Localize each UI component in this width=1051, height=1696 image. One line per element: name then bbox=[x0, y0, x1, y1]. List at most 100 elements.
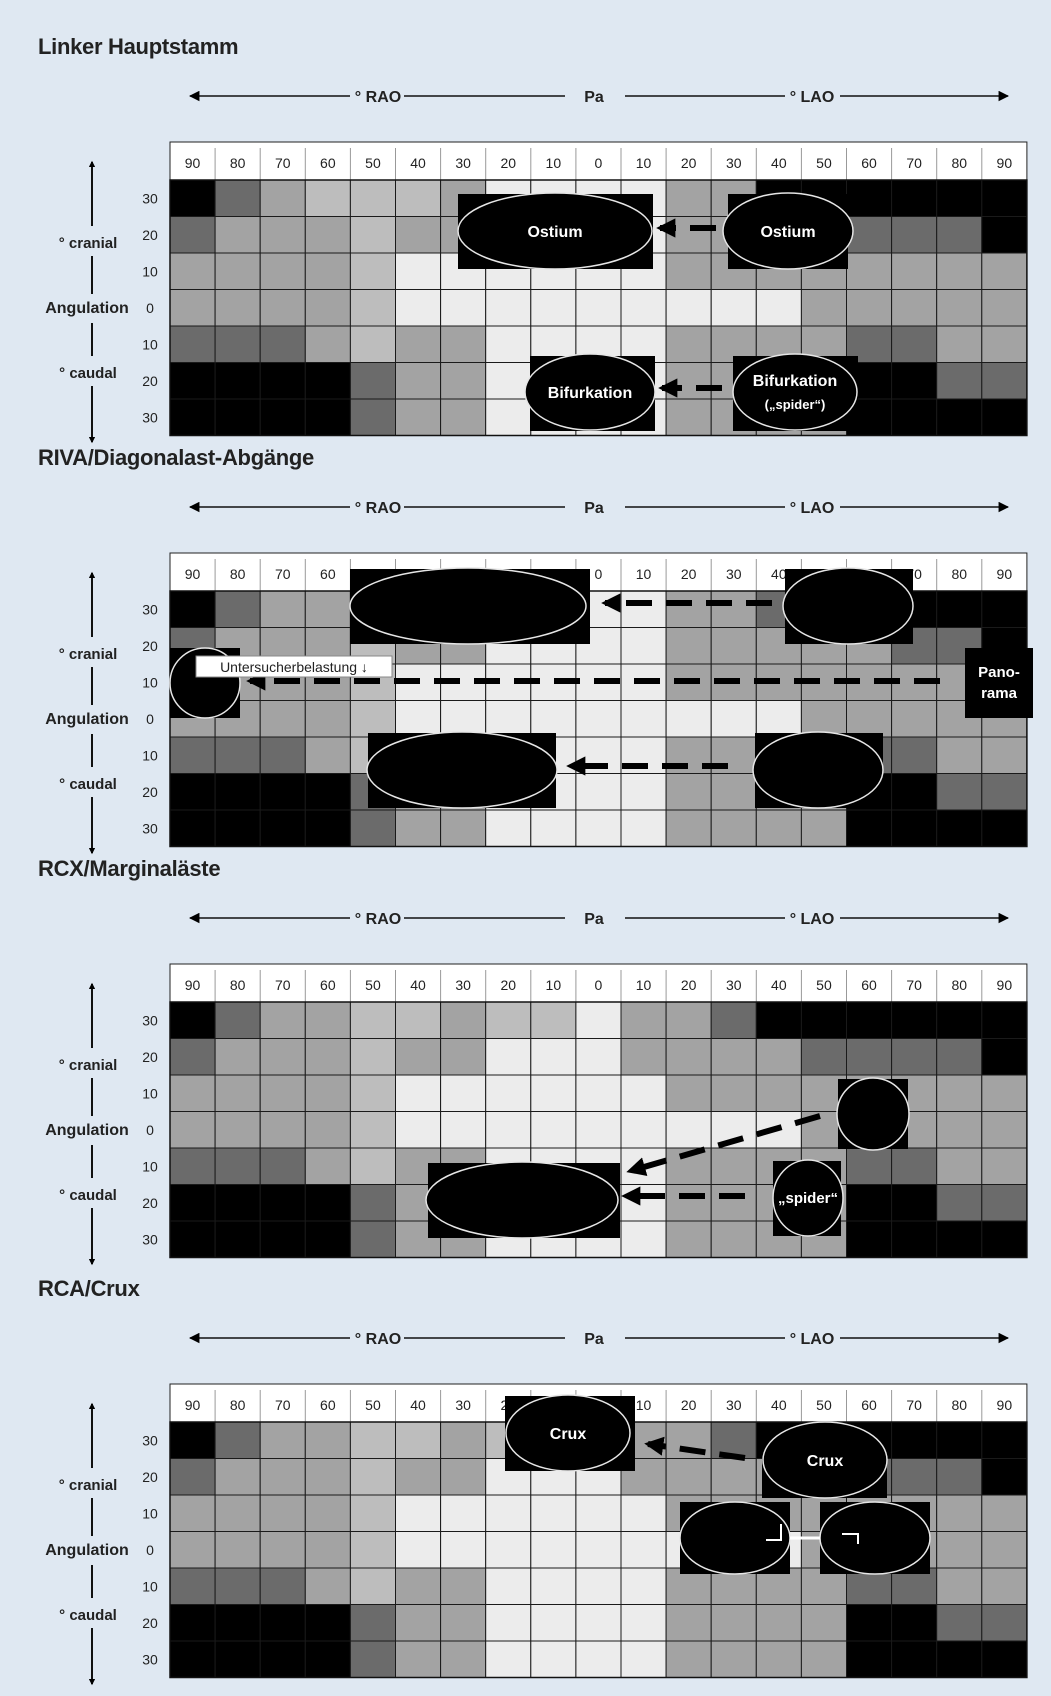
column-label: 40 bbox=[771, 155, 787, 171]
crux-lao-oval bbox=[762, 1421, 888, 1499]
grid-cell bbox=[575, 1567, 622, 1605]
column-label: 0 bbox=[595, 155, 603, 171]
grid-cell bbox=[710, 773, 757, 811]
grid-cell bbox=[620, 1184, 667, 1222]
grid-cell bbox=[575, 1074, 622, 1112]
column-label: 60 bbox=[861, 1397, 877, 1413]
grid-cell bbox=[665, 1038, 712, 1076]
grid-cell bbox=[981, 362, 1028, 400]
grid-cell bbox=[485, 1567, 532, 1605]
grid-cell bbox=[936, 1220, 983, 1258]
column-label: 30 bbox=[455, 1397, 471, 1413]
grid-cell bbox=[981, 773, 1028, 811]
grid-cell bbox=[665, 289, 712, 327]
grid-cell bbox=[846, 289, 893, 327]
grid-cell bbox=[214, 1147, 261, 1185]
grid-cell bbox=[349, 1111, 396, 1149]
grid-cell bbox=[936, 1074, 983, 1112]
grid-cell bbox=[485, 809, 532, 847]
grid-cell bbox=[665, 1458, 712, 1496]
column-label: 20 bbox=[500, 977, 516, 993]
panel-title: Linker Hauptstamm bbox=[38, 34, 239, 59]
pa-label: Pa bbox=[584, 1331, 604, 1348]
rcx-caudal-target-oval bbox=[425, 1161, 619, 1239]
grid-cell bbox=[891, 325, 938, 363]
column-label: 50 bbox=[816, 977, 832, 993]
grid-cell bbox=[259, 1111, 306, 1149]
column-label: 60 bbox=[320, 566, 336, 582]
grid-cell bbox=[214, 252, 261, 290]
grid-cell bbox=[575, 1640, 622, 1678]
column-label: 10 bbox=[636, 155, 652, 171]
column-label: 30 bbox=[455, 155, 471, 171]
grid-cell bbox=[349, 1001, 396, 1039]
row-label: 10 bbox=[142, 1085, 158, 1101]
grid-cell bbox=[891, 1220, 938, 1258]
row-label: 20 bbox=[142, 784, 158, 800]
grid-cell bbox=[440, 1038, 487, 1076]
grid-cell bbox=[936, 627, 983, 665]
column-label: 80 bbox=[230, 977, 246, 993]
grid-cell bbox=[259, 216, 306, 254]
grid-cell bbox=[349, 1567, 396, 1605]
grid-cell bbox=[169, 809, 216, 847]
grid-cell bbox=[891, 736, 938, 774]
grid-cell bbox=[440, 1111, 487, 1149]
grid-cell bbox=[259, 1184, 306, 1222]
grid-cell bbox=[936, 1604, 983, 1642]
grid-cell bbox=[665, 627, 712, 665]
grid-cell bbox=[891, 809, 938, 847]
panorama-label-line2: rama bbox=[981, 685, 1018, 702]
grid-cell bbox=[169, 252, 216, 290]
grid-cell bbox=[304, 252, 351, 290]
grid-cell bbox=[981, 1111, 1028, 1149]
grid-cell bbox=[981, 1640, 1028, 1678]
grid-cell bbox=[846, 1220, 893, 1258]
caudal-label: ° caudal bbox=[59, 776, 117, 793]
grid-cell bbox=[891, 1421, 938, 1459]
grid-cell bbox=[304, 1494, 351, 1532]
column-label: 70 bbox=[275, 1397, 291, 1413]
grid-cell bbox=[665, 179, 712, 217]
row-label: 0 bbox=[146, 711, 154, 727]
row-label: 20 bbox=[142, 638, 158, 654]
grid-cell bbox=[755, 700, 802, 738]
grid-cell bbox=[575, 809, 622, 847]
grid-cell bbox=[304, 1184, 351, 1222]
column-label: 90 bbox=[997, 977, 1013, 993]
grid-cell bbox=[440, 1531, 487, 1569]
column-label: 20 bbox=[681, 977, 697, 993]
grid-cell bbox=[936, 1184, 983, 1222]
cranial-label: ° cranial bbox=[59, 1057, 118, 1074]
column-label: 30 bbox=[726, 155, 742, 171]
grid-cell bbox=[620, 1640, 667, 1678]
grid-cell bbox=[349, 1147, 396, 1185]
grid-cell bbox=[440, 1494, 487, 1532]
grid-cell bbox=[349, 1074, 396, 1112]
grid-cell bbox=[214, 773, 261, 811]
grid-cell bbox=[530, 1640, 577, 1678]
grid-cell bbox=[169, 1001, 216, 1039]
grid-cell bbox=[214, 398, 261, 436]
grid-cell bbox=[981, 289, 1028, 327]
rao-label: ° RAO bbox=[355, 500, 401, 517]
grid-cell bbox=[485, 1494, 532, 1532]
grid-cell bbox=[981, 1001, 1028, 1039]
column-label: 60 bbox=[861, 977, 877, 993]
grid-cell bbox=[304, 1567, 351, 1605]
grid-cell bbox=[259, 398, 306, 436]
grid-cell bbox=[891, 179, 938, 217]
column-label: 40 bbox=[410, 977, 426, 993]
grid-cell bbox=[846, 809, 893, 847]
grid-cell bbox=[169, 1458, 216, 1496]
grid-cell bbox=[169, 773, 216, 811]
column-label: 70 bbox=[906, 977, 922, 993]
row-label: 10 bbox=[142, 747, 158, 763]
column-label: 50 bbox=[816, 155, 832, 171]
grid-cell bbox=[349, 1458, 396, 1496]
grid-cell bbox=[395, 809, 442, 847]
row-label: 30 bbox=[142, 1012, 158, 1028]
grid-cell bbox=[259, 1074, 306, 1112]
grid-cell bbox=[259, 736, 306, 774]
grid-cell bbox=[485, 362, 532, 400]
